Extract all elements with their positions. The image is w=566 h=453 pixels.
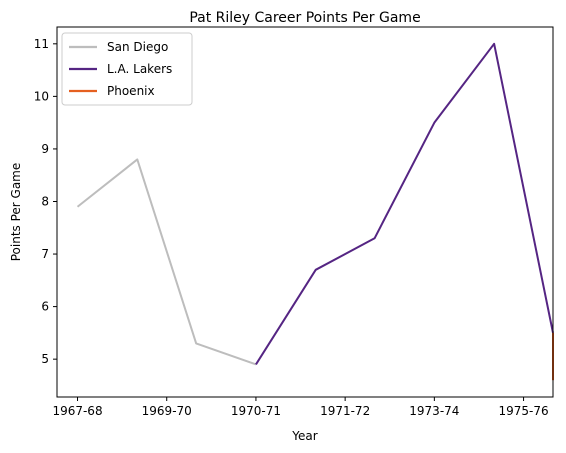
legend-box [61,32,193,106]
y-axis-ticks: 5 6 7 8 9 10 11 [34,37,57,366]
y-tick-label: 8 [41,194,49,208]
y-axis-label: Points Per Game [9,163,23,262]
x-tick-label: 1971-72 [320,404,370,418]
x-tick-label: 1970-71 [231,404,281,418]
x-tick-label: 1975-76 [498,404,548,418]
y-tick-label: 9 [41,142,49,156]
chart-title: Pat Riley Career Points Per Game [189,10,420,26]
x-tick-label: 1973-74 [409,404,459,418]
y-tick-label: 5 [41,352,49,366]
legend-label: Phoenix [107,84,155,98]
x-tick-label: 1969-70 [142,404,192,418]
x-axis-ticks: 1967-68 1969-70 1970-71 1971-72 1973-74 1975-… [52,397,549,418]
legend: San Diego L.A. Lakers Phoenix [61,32,193,106]
series-line-1 [255,42,554,365]
y-tick-label: 6 [41,300,49,314]
legend-label: L.A. Lakers [107,62,172,76]
x-tick-label: 1967-68 [52,404,102,418]
x-axis-label: Year [291,429,317,443]
y-tick-label: 7 [41,247,49,261]
y-tick-label: 11 [34,37,49,51]
y-tick-label: 10 [34,89,49,103]
legend-label: San Diego [107,40,168,54]
series-line-0 [76,158,257,366]
plot-frame [56,26,554,398]
